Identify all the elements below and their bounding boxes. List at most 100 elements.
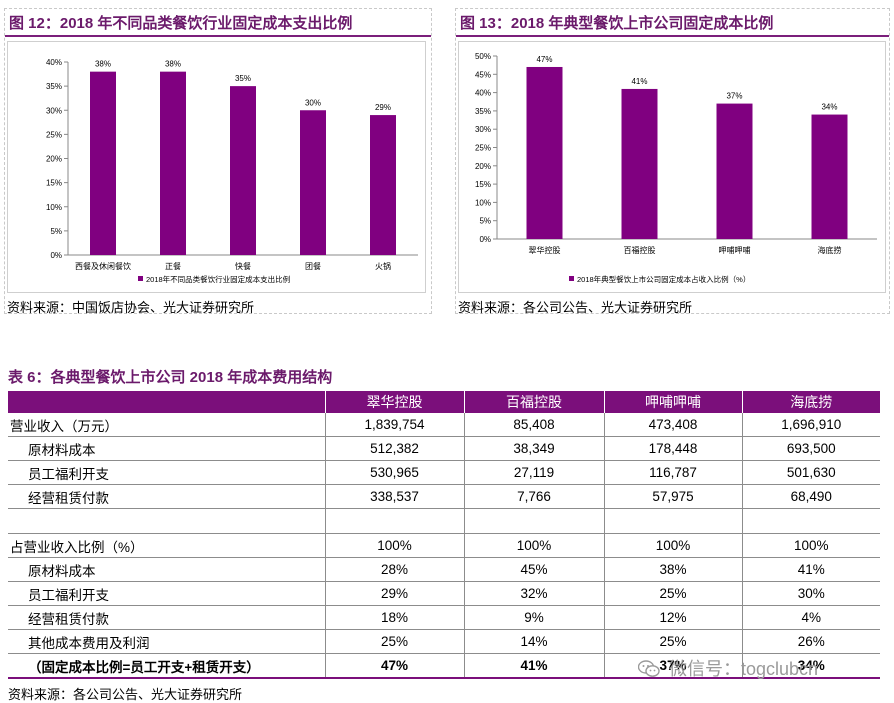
row-label: 占营业收入比例（%）	[8, 533, 325, 558]
bar	[90, 71, 116, 256]
data-label: 47%	[536, 55, 552, 64]
cell-value: 12%	[603, 605, 742, 630]
bar	[300, 110, 326, 255]
cell-value: 47%	[324, 653, 464, 679]
cell-value	[463, 508, 604, 534]
y-tick-label: 25%	[46, 130, 62, 139]
y-tick-label: 30%	[46, 106, 62, 115]
x-tick-label: 快餐	[235, 261, 251, 271]
y-tick-label: 25%	[475, 144, 491, 153]
y-tick-label: 10%	[46, 203, 62, 212]
cell-value: 338,537	[324, 484, 464, 509]
table-header-row: 翠华控股 百福控股 呷哺呷哺 海底捞	[8, 391, 880, 413]
x-tick-label: 西餐及休闲餐饮	[75, 261, 131, 271]
y-tick-label: 40%	[475, 89, 491, 98]
bar	[230, 86, 256, 255]
row-label: 原材料成本	[8, 557, 325, 582]
x-tick-label: 呷哺呷哺	[719, 245, 751, 255]
figure-13-panel: 图 13：2018 年典型餐饮上市公司固定成本比例 0% 5% 10% 15% 20% 2…	[455, 8, 890, 315]
bar	[526, 66, 563, 239]
cost-structure-table: 翠华控股 百福控股 呷哺呷哺 海底捞 营业收入（万元） 1,839,754 85…	[8, 391, 880, 679]
row-label: 员工福利开支	[8, 581, 325, 606]
figure-12-source: 资料来源：中国饭店协会、光大证券研究所	[7, 300, 255, 315]
wechat-icon	[637, 660, 660, 678]
row-label: 员工福利开支	[8, 460, 325, 485]
cell-value: 41%	[463, 653, 604, 679]
figure-12-title-rule	[5, 35, 431, 37]
bar	[621, 88, 658, 239]
figure-12-chart-svg: 0% 5% 10% 15% 20% 25% 30% 35% 40% 38% 西餐及休闲餐饮 38% 正餐…	[46, 58, 418, 284]
x-tick-label: 百福控股	[624, 245, 656, 255]
watermark-text: 微信号：togclubcn	[669, 659, 819, 679]
y-tick-label: 35%	[46, 82, 62, 91]
cell-value: 27,119	[463, 460, 604, 485]
cell-value	[741, 508, 880, 534]
y-tick-label: 5%	[50, 227, 62, 236]
data-label: 35%	[235, 74, 251, 83]
legend-label: 2018年不同品类餐饮行业固定成本支出比例	[146, 274, 290, 284]
cell-value: 45%	[463, 557, 604, 582]
row-label: （固定成本比例=员工开支+租赁开支）	[8, 653, 325, 679]
cell-value: 85,408	[463, 413, 604, 437]
table-row-revenue: 营业收入（万元） 1,839,754 85,408 473,408 1,696,…	[8, 413, 880, 437]
header-blank	[8, 391, 325, 413]
row-label: 营业收入（万元）	[8, 413, 325, 437]
table-row-rent: 经营租赁付款 338,537 7,766 57,975 68,490	[8, 484, 880, 509]
figure-13-chart: 0% 5% 10% 15% 20% 25% 30% 35% 40% 45% 50% 47% 翠华控股 41…	[458, 41, 886, 293]
cell-value: 512,382	[324, 436, 464, 461]
table-row-ratio-total: 占营业收入比例（%） 100% 100% 100% 100%	[8, 533, 880, 558]
figure-13-title-rule	[456, 35, 889, 37]
header-baifu: 百福控股	[463, 391, 604, 413]
y-tick-label: 15%	[475, 180, 491, 189]
data-label: 34%	[821, 103, 837, 112]
cell-value: 37%	[603, 653, 742, 679]
y-tick-label: 20%	[475, 162, 491, 171]
data-label: 38%	[95, 60, 111, 69]
x-tick-label: 团餐	[305, 262, 321, 271]
bar	[811, 114, 848, 239]
cell-value: 473,408	[603, 413, 742, 437]
cell-value: 7,766	[463, 484, 604, 509]
y-tick-label: 0%	[50, 251, 62, 260]
cell-value	[603, 508, 742, 534]
row-label: 经营租赁付款	[8, 605, 325, 630]
y-tick-label: 40%	[46, 58, 62, 67]
watermark: 微信号：togclubcn	[637, 655, 819, 681]
y-tick-label: 35%	[475, 107, 491, 116]
cell-value: 32%	[463, 581, 604, 606]
cell-value: 501,630	[741, 460, 880, 485]
table-row-fixed-cost-ratio: （固定成本比例=员工开支+租赁开支） 47% 41% 37% 34%	[8, 653, 880, 679]
bar	[370, 115, 396, 255]
cell-value: 30%	[741, 581, 880, 606]
x-tick-label: 正餐	[165, 262, 181, 271]
row-label: 其他成本费用及利润	[8, 629, 325, 654]
y-tick-label: 0%	[479, 235, 491, 244]
y-tick-label: 15%	[46, 179, 62, 188]
cell-value: 18%	[324, 605, 464, 630]
cell-value: 68,490	[741, 484, 880, 509]
cell-value: 100%	[463, 533, 604, 558]
figure-13-chart-svg: 0% 5% 10% 15% 20% 25% 30% 35% 40% 45% 50% 47% 翠华控股 41…	[475, 52, 877, 284]
x-tick-label: 海底捞	[818, 245, 842, 255]
cell-value: 28%	[324, 557, 464, 582]
cell-value: 25%	[603, 629, 742, 654]
table-row-spacer	[8, 508, 880, 534]
cell-value: 1,696,910	[741, 413, 880, 437]
cell-value: 100%	[603, 533, 742, 558]
y-tick-label: 50%	[475, 52, 491, 61]
cell-value: 41%	[741, 557, 880, 582]
bar	[716, 103, 753, 239]
figure-13-title: 图 13：2018 年典型餐饮上市公司固定成本比例	[460, 15, 774, 32]
cell-value: 38%	[603, 557, 742, 582]
header-xiabu: 呷哺呷哺	[603, 391, 742, 413]
bar	[160, 71, 186, 256]
cell-value: 26%	[741, 629, 880, 654]
table-row-ratio-staff: 员工福利开支 29% 32% 25% 30%	[8, 581, 880, 606]
cell-value: 25%	[324, 629, 464, 654]
table-row-staff: 员工福利开支 530,965 27,119 116,787 501,630	[8, 460, 880, 485]
figure-12-title: 图 12：2018 年不同品类餐饮行业固定成本支出比例	[9, 15, 353, 32]
table-row-ratio-rent: 经营租赁付款 18% 9% 12% 4%	[8, 605, 880, 630]
row-label	[8, 508, 325, 534]
header-haidilao: 海底捞	[741, 391, 880, 413]
data-label: 30%	[305, 98, 321, 107]
